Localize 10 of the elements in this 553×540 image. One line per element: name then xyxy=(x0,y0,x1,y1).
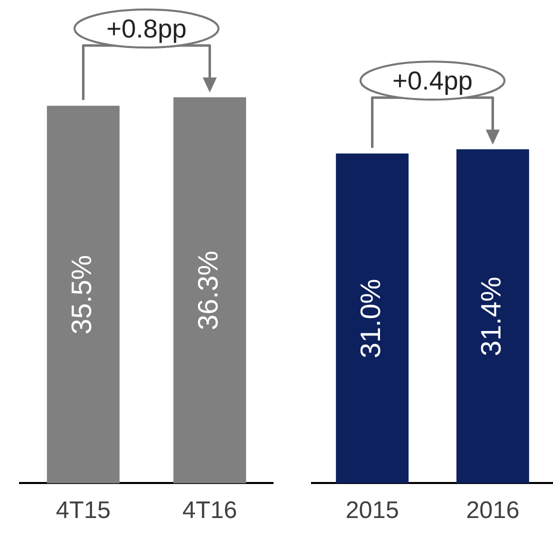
data-label: 31.0% xyxy=(354,278,386,358)
x-tick-label: 4T16 xyxy=(182,497,238,524)
text: +0.4pp xyxy=(392,66,473,96)
data-label: 35.5% xyxy=(66,254,97,334)
x-tick-label: 2015 xyxy=(346,497,399,524)
data-label: 36.3% xyxy=(192,250,224,330)
x-tick-label: 4T15 xyxy=(56,497,111,524)
text: +0.8pp xyxy=(106,14,187,44)
data-label: 31.4% xyxy=(475,276,506,356)
x-tick-label: 2016 xyxy=(466,497,520,524)
